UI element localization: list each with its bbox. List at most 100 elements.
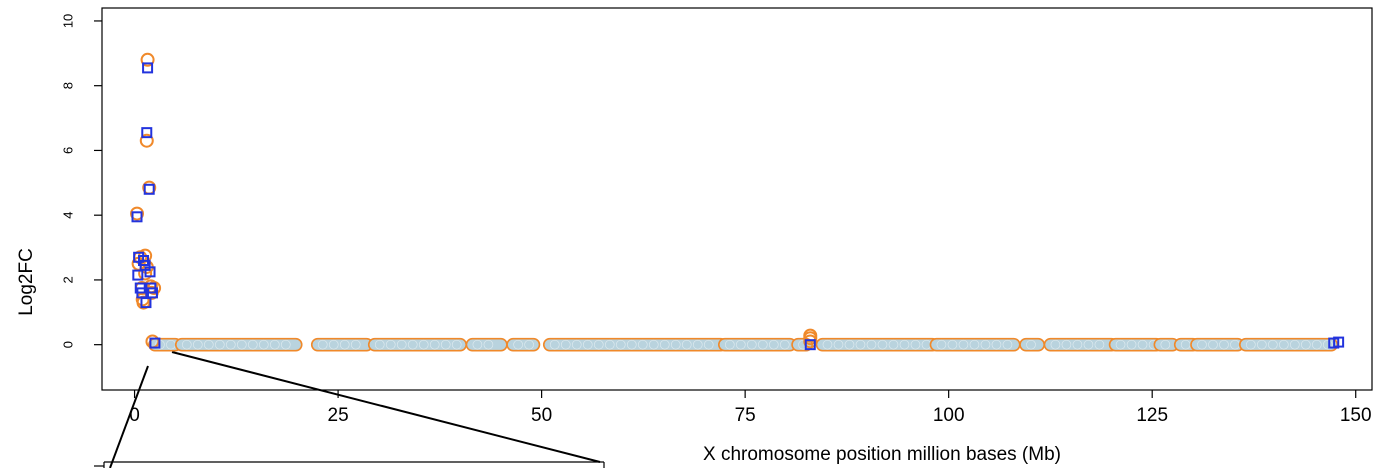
baseline-point <box>593 339 604 350</box>
baseline-point <box>483 339 494 350</box>
baseline-point <box>374 339 385 350</box>
y-axis-title: Log2FC <box>16 248 37 316</box>
baseline-point <box>1197 339 1207 350</box>
baseline-point <box>350 339 361 350</box>
x-tick-label: 125 <box>1136 405 1168 426</box>
baseline-point <box>980 339 991 350</box>
baseline-point <box>1115 339 1126 350</box>
baseline-point <box>571 339 582 350</box>
y-tick-label: 8 <box>60 82 75 89</box>
baseline-point <box>735 339 746 350</box>
baseline-point <box>779 339 790 350</box>
baseline-point <box>396 339 407 350</box>
baseline-point <box>899 339 910 350</box>
inset-plot-edge <box>94 461 605 468</box>
baseline-point <box>1072 339 1083 350</box>
baseline-point <box>958 339 969 350</box>
square-point <box>143 183 155 195</box>
baseline-point <box>513 339 523 350</box>
y-tick-label: 4 <box>60 212 75 219</box>
plot-frame <box>101 7 1373 391</box>
baseline-point <box>822 339 833 350</box>
x-tick-label: 75 <box>735 405 756 426</box>
baseline-point <box>429 339 440 350</box>
baseline-point <box>1094 339 1105 350</box>
baseline-point <box>225 339 236 350</box>
baseline-point <box>440 339 451 350</box>
baseline-point <box>1219 339 1229 350</box>
x-tick-label: 150 <box>1340 405 1372 426</box>
square-point <box>1333 336 1345 348</box>
baseline-point <box>1061 339 1072 350</box>
baseline-point <box>560 339 571 350</box>
zoom-line-left <box>109 365 149 468</box>
baseline-point <box>203 339 214 350</box>
baseline-point <box>385 339 396 350</box>
square-point <box>149 337 161 349</box>
baseline-point <box>670 339 681 350</box>
highlight-point <box>803 334 818 349</box>
baseline-point <box>947 339 958 350</box>
baseline-point <box>214 339 225 350</box>
baseline-point <box>659 339 670 350</box>
baseline-point <box>236 339 247 350</box>
baseline-point <box>192 339 203 350</box>
square-point <box>141 127 153 139</box>
square-point <box>144 266 156 278</box>
baseline-point <box>407 339 418 350</box>
baseline-point <box>328 339 339 350</box>
baseline-point <box>1160 339 1171 350</box>
circle-point <box>130 206 145 221</box>
x-tick-label: 0 <box>129 405 140 426</box>
baseline-point <box>703 339 714 350</box>
baseline-point <box>798 339 808 350</box>
baseline-point <box>1312 339 1322 350</box>
baseline-point <box>746 339 757 350</box>
baseline-point <box>936 339 947 350</box>
baseline-point <box>833 339 844 350</box>
baseline-point <box>1246 339 1256 350</box>
baseline-point <box>1026 339 1036 350</box>
baseline-point <box>258 339 269 350</box>
baseline-points <box>148 337 1339 352</box>
baseline-point <box>1126 339 1137 350</box>
baseline-point <box>844 339 855 350</box>
baseline-point <box>1257 339 1267 350</box>
baseline-point <box>855 339 866 350</box>
baseline-point <box>524 339 534 350</box>
square-point <box>804 339 816 351</box>
x-axis-title: X chromosome position million bases (Mb) <box>703 444 1061 465</box>
baseline-point <box>1083 339 1094 350</box>
circle-point <box>139 133 154 148</box>
x-tick-label: 50 <box>531 405 552 426</box>
baseline-point <box>582 339 593 350</box>
baseline-point <box>269 339 280 350</box>
baseline-point <box>757 339 768 350</box>
y-tick-label: 0 <box>60 341 75 348</box>
y-axis: 0 2 4 6 8 10 <box>60 14 102 348</box>
baseline-point <box>317 339 328 350</box>
baseline-point <box>549 339 560 350</box>
baseline-point <box>1290 339 1300 350</box>
baseline-point <box>1050 339 1061 350</box>
baseline-point <box>877 339 888 350</box>
baseline-point <box>615 339 626 350</box>
baseline-point <box>1279 339 1289 350</box>
baseline-point <box>339 339 350 350</box>
baseline-point-cluster <box>174 337 303 352</box>
baseline-point <box>910 339 921 350</box>
baseline-point <box>181 339 192 350</box>
baseline-point <box>888 339 899 350</box>
baseline-point <box>768 339 779 350</box>
x-tick-label: 25 <box>328 405 349 426</box>
zoom-line-right <box>171 351 601 463</box>
x-tick-label: 100 <box>933 405 965 426</box>
baseline-point <box>1208 339 1218 350</box>
data-points <box>130 52 1345 351</box>
y-tick-label: 6 <box>60 147 75 154</box>
square-point <box>132 269 144 281</box>
baseline-point <box>1002 339 1013 350</box>
highlight-point <box>803 328 818 343</box>
x-axis: 0 25 50 75 100 125 150 <box>129 390 1372 426</box>
